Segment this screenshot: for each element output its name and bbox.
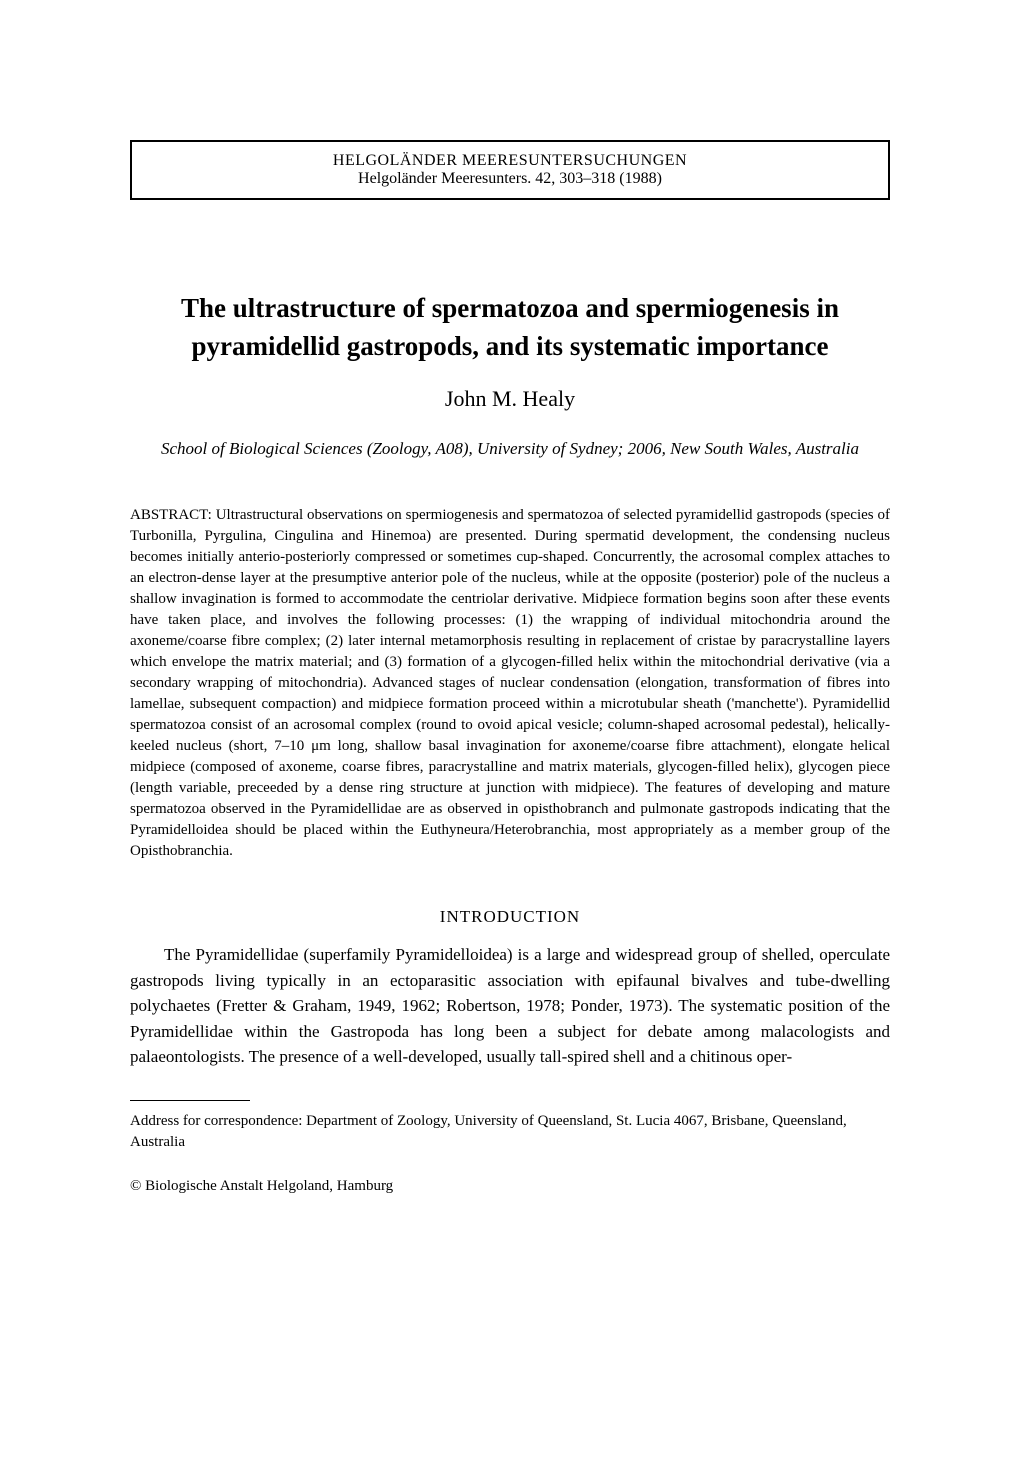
journal-name: HELGOLÄNDER MEERESUNTERSUCHUNGEN: [152, 152, 868, 170]
section-heading: INTRODUCTION: [130, 907, 890, 927]
copyright-notice: © Biologische Anstalt Helgoland, Hamburg: [130, 1178, 890, 1195]
body-paragraph: The Pyramidellidae (superfamily Pyramide…: [130, 942, 890, 1070]
abstract-label: ABSTRACT:: [130, 507, 212, 523]
abstract-text: Ultrastructural observations on spermiog…: [130, 507, 890, 859]
author-affiliation: School of Biological Sciences (Zoology, …: [130, 437, 890, 461]
abstract-block: ABSTRACT: Ultrastructural observations o…: [130, 505, 890, 862]
correspondence-address: Address for correspondence: Department o…: [130, 1111, 890, 1153]
journal-header-box: HELGOLÄNDER MEERESUNTERSUCHUNGEN Helgolä…: [130, 140, 890, 200]
article-title: The ultrastructure of spermatozoa and sp…: [130, 290, 890, 366]
author-name: John M. Healy: [130, 386, 890, 412]
footer-divider: [130, 1100, 250, 1101]
journal-citation: Helgoländer Meeresunters. 42, 303–318 (1…: [152, 170, 868, 188]
